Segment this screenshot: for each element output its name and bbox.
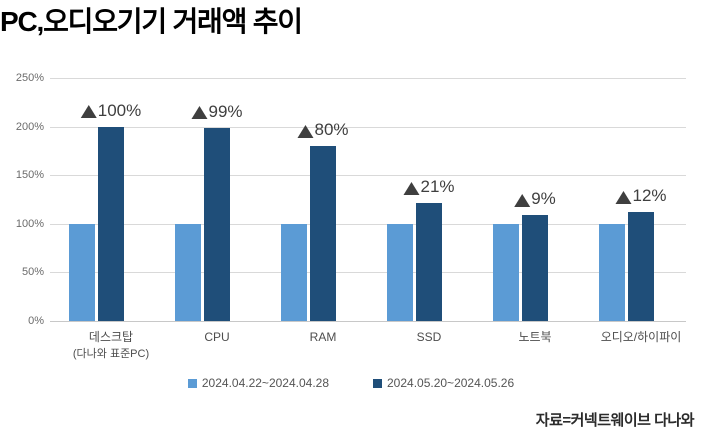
triangle-up-icon (514, 193, 531, 207)
bar-value-label: 80% (297, 120, 349, 140)
bar-current-period[interactable] (98, 126, 124, 321)
bar-group (262, 78, 368, 321)
gridline (50, 78, 686, 79)
x-axis-category-name: CPU (204, 330, 230, 344)
bar-value-text: 99% (208, 101, 243, 121)
x-axis-category-name: SSD (416, 330, 442, 344)
bar-value-label: 100% (80, 100, 142, 121)
bar-group (368, 78, 474, 321)
gridline (50, 126, 686, 128)
gridline (50, 175, 686, 177)
bar-group (50, 78, 156, 321)
bar-value-text: 21% (420, 177, 455, 197)
bar-previous-period[interactable] (493, 223, 519, 321)
x-axis-category-label: CPU (204, 329, 229, 346)
bar-value-text: 12% (632, 186, 667, 206)
bar-group (474, 78, 580, 321)
bar-current-period[interactable] (416, 203, 442, 321)
x-axis-category-sublabel: (다나와 표준PC) (72, 348, 150, 360)
triangle-up-icon (191, 106, 208, 120)
bar-group (156, 78, 262, 321)
page-title: PC,오디오기기 거래액 추이 (0, 6, 303, 37)
gridline (50, 223, 686, 225)
bar-previous-period[interactable] (599, 223, 625, 321)
bar-value-text: 80% (314, 120, 349, 140)
legend-item-current-period[interactable]: 2024.05.20~2024.05.26 (373, 376, 514, 390)
bar-previous-period[interactable] (387, 223, 413, 321)
triangle-up-icon (80, 105, 97, 119)
bar-group (580, 78, 686, 321)
triangle-up-icon (403, 181, 420, 195)
bar-current-period[interactable] (310, 146, 336, 321)
source-attribution: 자료=커넥트웨이브 다나와 (535, 412, 695, 429)
legend-swatch-icon (187, 378, 197, 388)
bar-previous-period[interactable] (281, 223, 307, 321)
x-axis-category-label: 노트북 (518, 329, 551, 346)
bar-current-period[interactable] (628, 212, 654, 321)
y-axis-tick-label: 100% (15, 217, 44, 230)
x-axis-category-label: 데스크탑 (다나와 표준PC) (73, 329, 149, 363)
legend-item-previous-period[interactable]: 2024.04.22~2024.04.28 (187, 376, 329, 390)
y-axis-tick-label: 250% (15, 72, 44, 84)
x-axis-category-name: 오디오/하이파이 (600, 330, 682, 344)
y-axis-tick-label: 150% (15, 169, 44, 182)
bar-value-label: 21% (403, 177, 455, 197)
bar-current-period[interactable] (522, 215, 548, 321)
x-axis-category-label: RAM (310, 329, 337, 346)
bar-previous-period[interactable] (175, 223, 201, 321)
gridline (50, 272, 686, 274)
legend-label: 2024.04.22~2024.04.28 (201, 376, 329, 390)
x-axis-category-name: 노트북 (518, 330, 552, 344)
x-axis-category-name: 데스크탑 (88, 330, 134, 344)
y-axis-tick-label: 50% (21, 266, 44, 279)
bar-value-text: 100% (97, 100, 142, 120)
y-axis-tick-label: 200% (15, 120, 44, 133)
bar-value-label: 12% (615, 186, 667, 206)
chart-plot-area (50, 78, 686, 322)
x-axis-category-name: RAM (309, 330, 337, 344)
gridline (50, 321, 686, 322)
triangle-up-icon (615, 190, 632, 204)
y-axis-tick-label: 0% (28, 315, 44, 327)
triangle-up-icon (297, 124, 314, 138)
legend-label: 2024.05.20~2024.05.26 (387, 376, 515, 390)
bars-layer: 100% 99% 80% 21% 9% 12% (50, 78, 686, 321)
bar-value-label: 9% (514, 189, 556, 209)
bar-value-label: 99% (191, 101, 243, 122)
x-axis-category-label: 오디오/하이파이 (601, 329, 682, 346)
bar-previous-period[interactable] (69, 223, 95, 321)
bar-value-text: 9% (531, 189, 556, 209)
x-axis-category-label: SSD (417, 329, 442, 346)
bar-current-period[interactable] (204, 127, 230, 321)
legend-swatch-icon (373, 378, 382, 388)
chart-legend: 2024.04.22~2024.04.28 2024.05.20~2024.05.… (0, 376, 702, 390)
